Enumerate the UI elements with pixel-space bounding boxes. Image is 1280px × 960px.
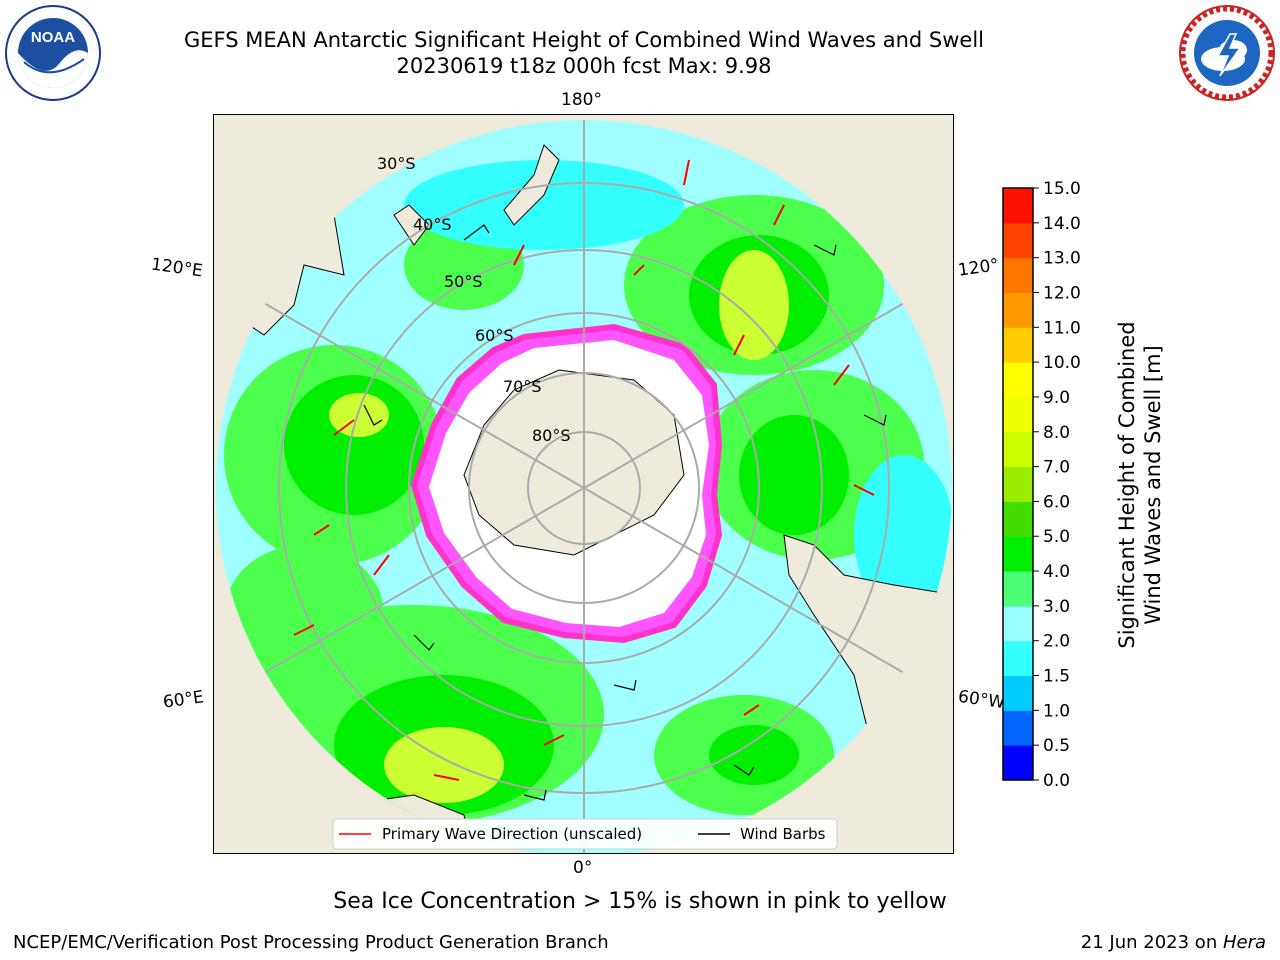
colorbar-tick-label: 5.0 [1043,527,1070,547]
nws-logo [1179,5,1275,101]
lat-label-30: 30°S [377,154,416,173]
colorbar: 0.0 0.5 1.0 1.5 2.0 3.0 4.0 5.0 6.0 7.0 8.0 9.0 10.0… [1002,180,1081,790]
chart-subtitle: 20230619 t18z 000h fcst Max: 9.98 [396,54,772,78]
colorbar-bin [1003,292,1033,328]
legend-wave-label: Primary Wave Direction (unscaled) [382,825,642,843]
legend-barb-label: Wind Barbs [740,825,826,843]
colorbar-label-line1: Significant Height of Combined [1115,321,1139,649]
colorbar-bin [1003,362,1033,398]
colorbar-bin [1003,431,1033,468]
colorbar-tick-label: 4.0 [1043,562,1070,582]
colorbar-frame [1002,187,1034,781]
colorbar-tick-label: 0.0 [1043,771,1070,790]
colorbar-tick-label: 1.0 [1043,701,1070,721]
lat-label-70: 70°S [503,377,542,396]
colorbar-tick-label: 10.0 [1043,353,1081,373]
colorbar-bin [1003,745,1033,781]
colorbar-tick-label: 9.0 [1043,388,1070,408]
colorbar-tick-label: 8.0 [1043,423,1070,443]
colorbar-label-line2: Wind Waves and Swell [m] [1141,345,1165,625]
colorbar-bin [1003,222,1033,259]
colorbar-bin [1003,501,1033,537]
lat-label-80: 80°S [532,426,571,445]
colorbar-tick-label: 15.0 [1043,180,1081,199]
colorbar-tick-label: 11.0 [1043,318,1081,338]
colorbar-bin [1003,675,1033,711]
lon-label-0: 0° [573,858,593,878]
graticule [216,120,952,853]
lon-label-120w: 120° [956,255,1001,281]
wind-barbs [363,224,887,801]
lat-label-50: 50°S [444,272,483,291]
colorbar-bin [1003,710,1033,746]
colorbar-tick-label: 0.5 [1043,736,1070,756]
lon-label-60e: 60°E [161,687,206,713]
colorbar-tick-label: 7.0 [1043,458,1070,478]
lon-label-180: 180° [561,90,602,110]
polar-map: 30°S 40°S 50°S 60°S 70°S 80°S Primary Wa… [214,115,953,853]
chart-title: GEFS MEAN Antarctic Significant Height o… [183,28,985,52]
colorbar-tick-label: 13.0 [1043,249,1081,269]
wave-direction-arrows [293,159,875,781]
svg-text:NOAA: NOAA [31,29,75,46]
colorbar-bin [1003,536,1033,572]
colorbar-bin [1003,188,1033,224]
colorbar-bin [1003,257,1033,293]
lon-label-60w: 60°W [956,686,1007,714]
colorbar-bin [1003,396,1033,433]
colorbar-tick-label: 12.0 [1043,283,1081,303]
sea-ice-note: Sea Ice Concentration > 15% is shown in … [333,889,947,914]
colorbar-tick-label: 2.0 [1043,632,1070,652]
colorbar-tick-label: 3.0 [1043,597,1070,617]
lon-label-120e: 120°E [149,254,204,282]
footer-date: 21 Jun 2023 on Hera [1080,932,1266,953]
colorbar-tick-label: 6.0 [1043,492,1070,512]
wave-height-field [224,160,952,825]
lat-label-40: 40°S [413,215,452,234]
footer-branch: NCEP/EMC/Verification Post Processing Pr… [13,932,609,953]
colorbar-bin [1003,571,1033,607]
colorbar-tick-label: 14.0 [1043,214,1081,234]
colorbar-tick-label: 1.5 [1043,667,1070,687]
colorbar-bin [1003,466,1033,502]
lat-label-60: 60°S [475,326,514,345]
map-legend: Primary Wave Direction (unscaled) Wind B… [332,818,838,850]
colorbar-bin [1003,327,1033,363]
noaa-logo: NOAA [5,5,101,101]
map-panel: 30°S 40°S 50°S 60°S 70°S 80°S Primary Wa… [213,114,954,854]
colorbar-bin [1003,605,1033,642]
colorbar-bin [1003,640,1033,677]
